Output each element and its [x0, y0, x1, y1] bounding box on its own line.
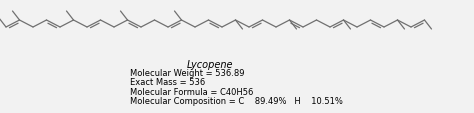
Text: Molecular Weight = 536.89: Molecular Weight = 536.89: [130, 68, 245, 77]
Text: Molecular Composition = C    89.49%   H    10.51%: Molecular Composition = C 89.49% H 10.51…: [130, 97, 343, 106]
Text: Lycopene: Lycopene: [187, 59, 233, 69]
Text: Exact Mass = 536: Exact Mass = 536: [130, 78, 205, 87]
Text: Molecular Formula = C40H56: Molecular Formula = C40H56: [130, 87, 254, 96]
